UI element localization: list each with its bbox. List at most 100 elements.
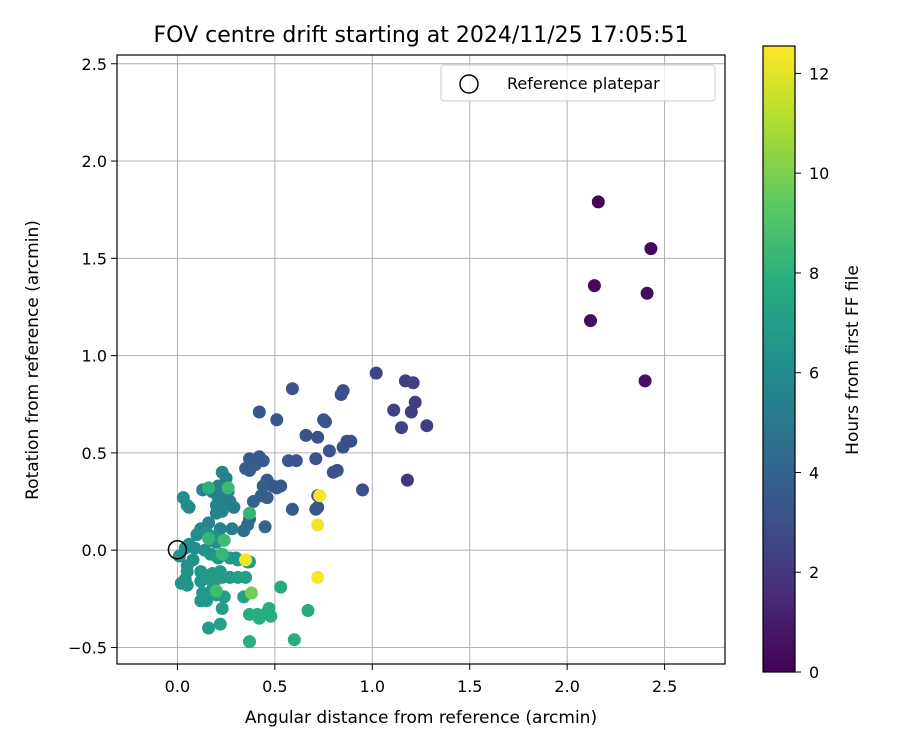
data-point (311, 518, 325, 532)
data-point (309, 452, 323, 466)
data-point (644, 242, 658, 256)
data-point (285, 382, 299, 396)
y-tick-label: 1.0 (82, 347, 107, 366)
data-point (256, 479, 270, 493)
x-tick-label: 0.5 (262, 677, 287, 696)
data-point (262, 602, 276, 615)
data-point (258, 520, 272, 534)
data-point (638, 374, 652, 388)
colorbar-tick-label: 6 (809, 364, 819, 383)
data-point (301, 604, 315, 617)
data-point (202, 532, 216, 545)
x-axis-label: Angular distance from reference (arcmin) (245, 708, 597, 728)
data-point (334, 388, 348, 401)
y-tick-label: 0.0 (82, 541, 107, 560)
data-point (190, 528, 204, 542)
data-point (227, 500, 241, 514)
x-axis-ticks: 0.0 0.5 1.0 1.5 2.0 2.5 (165, 664, 677, 696)
data-point (311, 430, 325, 444)
data-point (202, 621, 216, 635)
data-point (209, 506, 223, 520)
data-point (395, 421, 408, 435)
data-point (406, 376, 420, 390)
colorbar-gradient (762, 45, 796, 673)
legend-marker-icon (459, 74, 479, 94)
data-point (356, 483, 369, 497)
colorbar-tick-label: 10 (809, 164, 829, 183)
data-point (200, 594, 214, 608)
x-tick-label: 1.0 (360, 677, 385, 696)
data-point (326, 465, 340, 479)
data-points (172, 195, 658, 649)
data-point (313, 489, 327, 503)
y-tick-label: −0.5 (68, 638, 107, 657)
data-point (237, 524, 251, 538)
data-point (640, 286, 654, 300)
data-point (584, 314, 597, 328)
colorbar-tick-label: 12 (809, 64, 829, 83)
data-point (215, 547, 229, 561)
data-point (245, 586, 258, 600)
colorbar-tick-label: 2 (809, 563, 819, 582)
reference-platepar-marker (167, 540, 188, 560)
data-point (221, 481, 235, 495)
data-point (225, 522, 239, 536)
y-axis-label: Rotation from reference (arcmin) (23, 220, 43, 500)
data-point (400, 473, 414, 487)
data-point (209, 584, 223, 598)
data-point (591, 195, 605, 209)
legend-entry-reference-platepar: Reference platepar (507, 74, 660, 93)
chart-title: FOV centre drift starting at 2024/11/25 … (154, 23, 689, 48)
data-point (270, 481, 284, 495)
data-point (420, 419, 434, 433)
data-point (239, 570, 253, 584)
data-point (311, 500, 325, 514)
x-tick-label: 0.0 (165, 677, 190, 696)
data-point (217, 533, 231, 547)
data-point (408, 395, 422, 409)
data-point (299, 428, 313, 442)
colorbar-ticks: 0 2 4 6 8 10 12 (795, 64, 829, 682)
data-point (387, 403, 401, 417)
y-tick-label: 1.5 (82, 249, 107, 268)
x-tick-label: 2.0 (554, 677, 579, 696)
y-axis-ticks: −0.5 0.0 0.5 1.0 1.5 2.0 2.5 (68, 55, 117, 657)
data-point (289, 454, 303, 468)
data-point (319, 415, 332, 429)
legend: Reference platepar (440, 64, 716, 102)
data-point (587, 279, 601, 293)
data-point (270, 413, 284, 427)
data-point (239, 553, 253, 567)
data-point (243, 463, 256, 477)
data-point (311, 570, 325, 584)
data-point (243, 635, 256, 649)
data-point (188, 541, 202, 555)
data-point (252, 405, 266, 419)
data-point (322, 444, 336, 458)
data-point (285, 502, 299, 516)
colorbar-tick-label: 8 (809, 264, 819, 283)
data-point (260, 491, 274, 505)
y-tick-label: 0.5 (82, 444, 107, 463)
data-point (243, 506, 256, 520)
y-tick-label: 2.0 (82, 152, 107, 171)
legend-box (440, 64, 716, 102)
data-point (202, 481, 216, 495)
data-point (182, 500, 196, 514)
data-point (287, 633, 301, 647)
x-tick-label: 1.5 (457, 677, 482, 696)
grid (117, 55, 725, 664)
colorbar: 0 2 4 6 8 10 12 Hours from first FF file (762, 45, 863, 682)
x-tick-label: 2.5 (652, 677, 677, 696)
colorbar-tick-label: 0 (809, 663, 819, 682)
colorbar-tick-label: 4 (809, 463, 819, 482)
data-point (336, 440, 350, 454)
data-point (194, 574, 208, 588)
data-point (215, 602, 229, 615)
y-tick-label: 2.5 (82, 55, 107, 74)
plot-frame (116, 54, 726, 665)
data-point (369, 366, 383, 380)
colorbar-label: Hours from first FF file (843, 265, 863, 455)
data-point (213, 617, 227, 631)
